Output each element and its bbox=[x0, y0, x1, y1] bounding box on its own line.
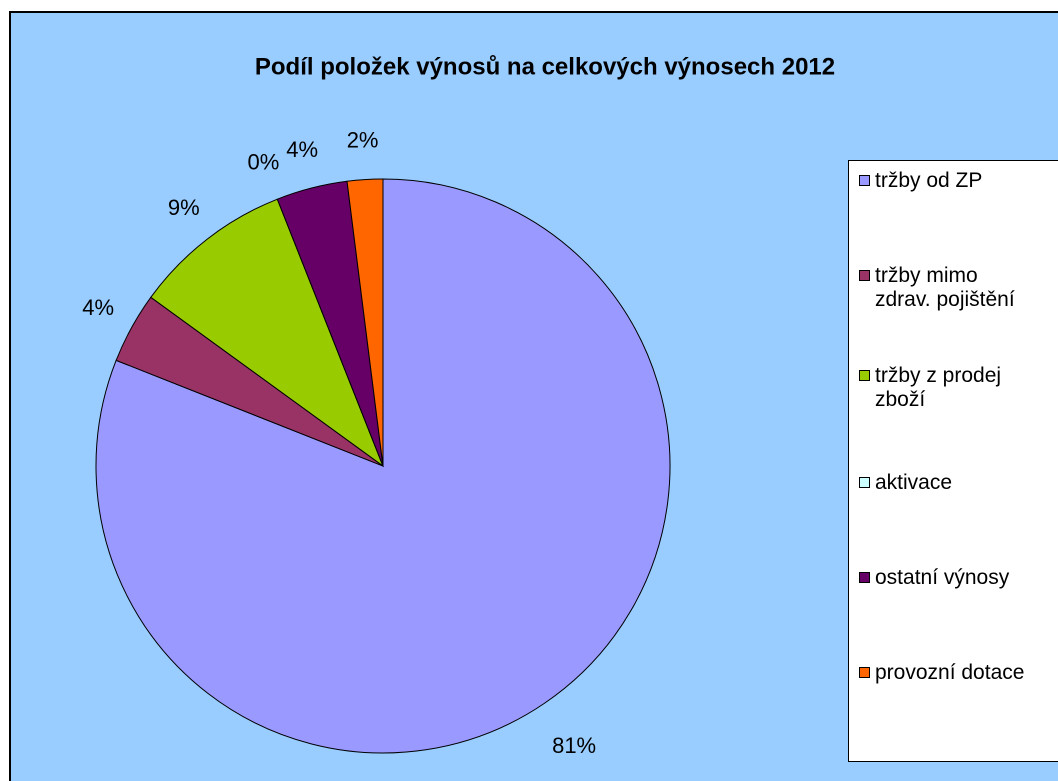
data-label: 9% bbox=[168, 195, 200, 220]
legend-label: tržby mimo zdrav. pojištění bbox=[875, 264, 1015, 311]
legend-swatch bbox=[859, 370, 870, 381]
legend-item: provozní dotace bbox=[859, 661, 1039, 685]
chart-title: Podíl položek výnosů na celkových výnose… bbox=[255, 53, 835, 80]
legend-item: tržby od ZP bbox=[859, 169, 1039, 193]
legend-label: tržby z prodej zboží bbox=[875, 364, 1002, 411]
legend-label: aktivace bbox=[875, 471, 953, 494]
data-label: 4% bbox=[286, 137, 318, 162]
data-label: 2% bbox=[347, 127, 379, 152]
pie-slice bbox=[150, 198, 385, 468]
legend-item: aktivace bbox=[859, 471, 1039, 495]
legend-swatch bbox=[859, 270, 870, 281]
legend-swatch bbox=[859, 667, 870, 678]
legend-item: ostatní výnosy bbox=[859, 566, 1039, 590]
data-label: 0% bbox=[247, 150, 279, 175]
legend-swatch bbox=[859, 175, 870, 186]
data-label: 4% bbox=[82, 295, 114, 320]
legend-swatch bbox=[859, 572, 870, 583]
legend: tržby od ZP tržby mimo zdrav. pojištění tr… bbox=[848, 160, 1058, 762]
legend-item: tržby z prodej zboží bbox=[859, 364, 1039, 412]
legend-label: tržby od ZP bbox=[875, 169, 983, 192]
legend-label: ostatní výnosy bbox=[875, 566, 1010, 589]
legend-label: provozní dotace bbox=[875, 661, 1025, 684]
pie-slice bbox=[346, 178, 384, 467]
legend-swatch bbox=[859, 477, 870, 488]
legend-item: tržby mimo zdrav. pojištění bbox=[859, 264, 1039, 312]
data-label: 81% bbox=[552, 733, 596, 758]
